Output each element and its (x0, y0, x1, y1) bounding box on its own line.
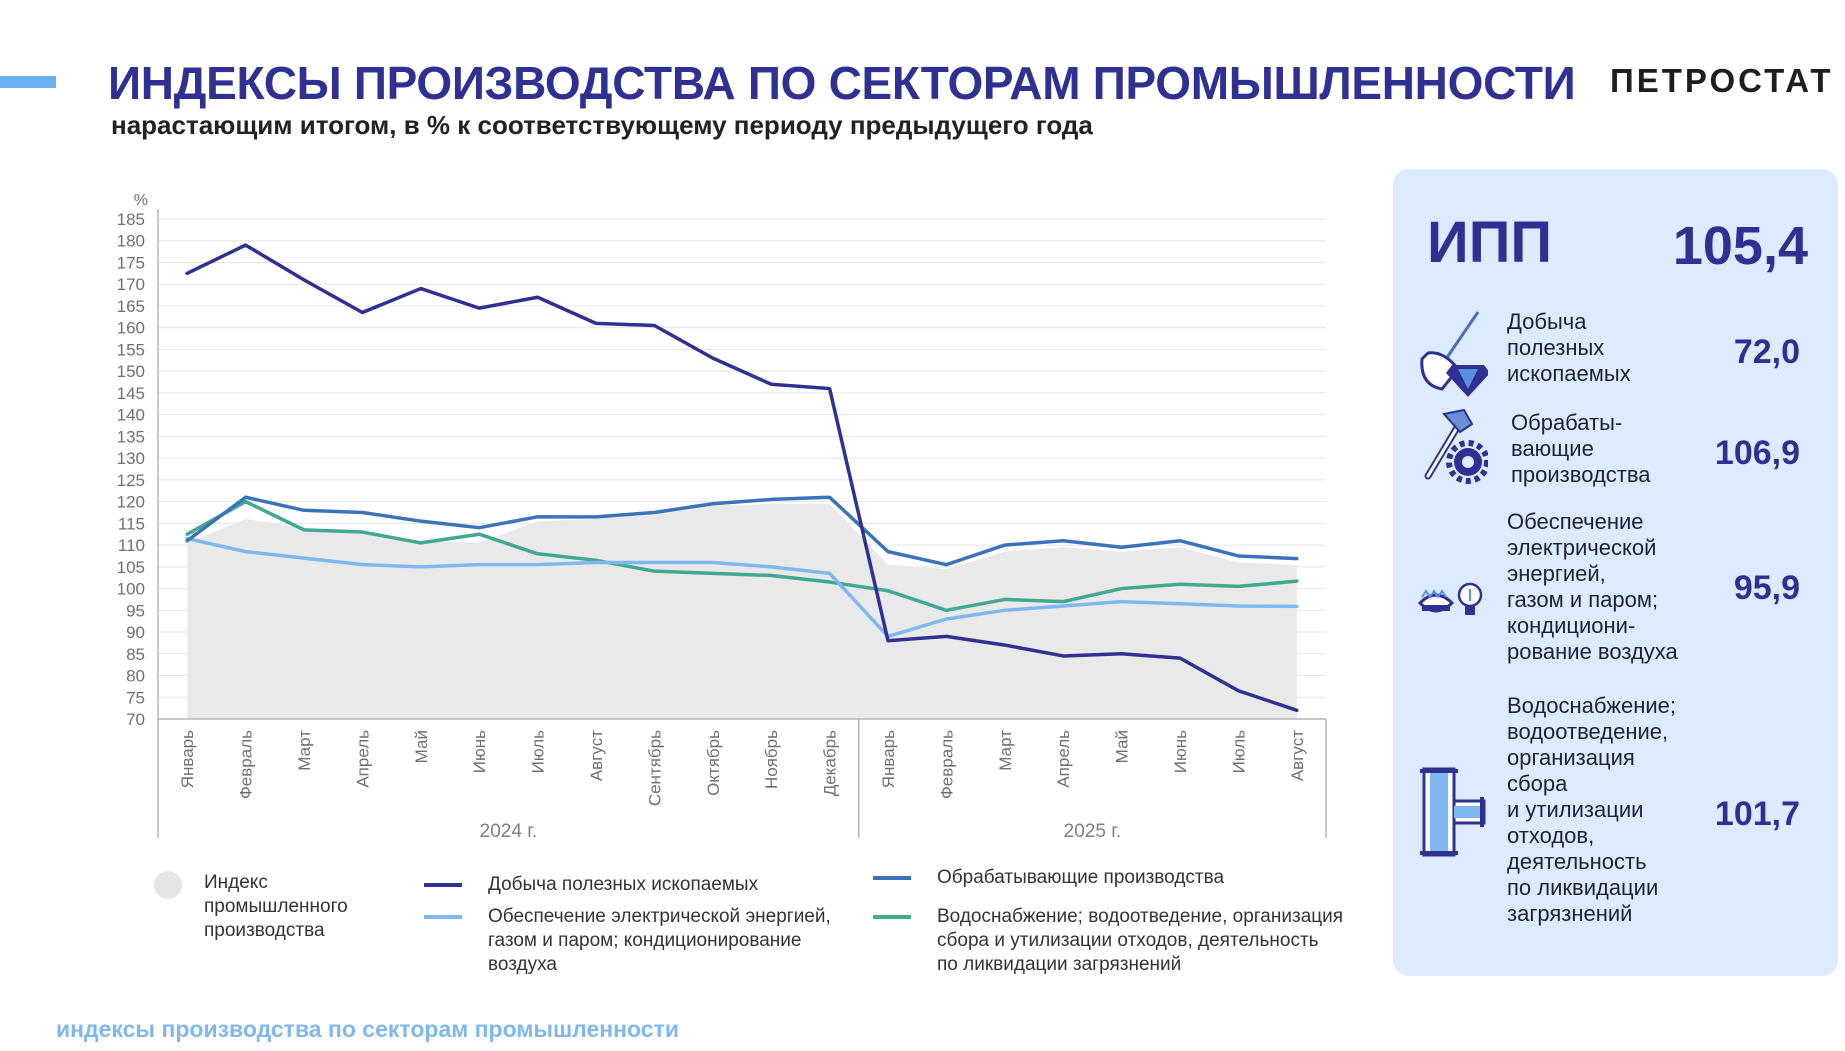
y-tick-label: 175 (117, 253, 145, 272)
series-line-manufacturing (185, 495, 1299, 567)
y-tick-label: 140 (117, 406, 145, 425)
sector-water-value: 101,7 (1714, 795, 1800, 833)
series-line-water (185, 499, 1299, 613)
y-tick-label: 185 (117, 210, 145, 229)
x-tick-label: Июнь (470, 730, 489, 773)
sector-manufacturing-value: 106,9 (1714, 434, 1800, 472)
footer-caption: индексы производства по секторам промышл… (56, 1016, 679, 1042)
x-tick-label: Апрель (1054, 730, 1073, 788)
ipp-value: 105,4 (1672, 216, 1808, 276)
y-tick-label: 165 (117, 297, 145, 316)
legend-energy-swatch (424, 915, 462, 919)
legend-area: Индекс промышленного производства (154, 871, 348, 943)
gas-burner-bulb-icon (1418, 582, 1483, 615)
y-tick-label: 105 (117, 558, 145, 577)
water-pipe-icon (1420, 767, 1486, 857)
y-tick-label: 145 (117, 384, 145, 403)
x-tick-label: Июнь (1171, 730, 1190, 773)
y-tick-label: 75 (126, 688, 145, 707)
accent-bar (0, 76, 56, 88)
y-tick-label: 135 (117, 427, 145, 446)
shovel-diamond-icon (1420, 311, 1488, 397)
legend-area-label: Индекс промышленного производства (204, 872, 348, 941)
x-tick-label: Март (996, 730, 1015, 771)
y-tick-label: 170 (117, 275, 145, 294)
y-tick-label: 130 (117, 449, 145, 468)
legend-area-swatch (154, 871, 182, 899)
legend-mining: Добыча полезных ископаемых (424, 873, 758, 897)
line-chart: 70 75 80 85 90 95 100 105 110 115 120 125 130 135 140 1… (117, 192, 1327, 842)
x-tick-label: Апрель (353, 730, 372, 788)
x-tick-label: Июль (529, 730, 548, 774)
x-tick-label: Май (1113, 730, 1132, 763)
x-tick-label: Февраль (237, 730, 256, 799)
x-tick-label: Декабрь (821, 730, 840, 796)
page-title: ИНДЕКСЫ ПРОИЗВОДСТВА ПО СЕКТОРАМ ПРОМЫШЛ… (108, 57, 1576, 109)
legend-water-label: Водоснабжение; водоотведение, организаци… (937, 906, 1344, 975)
legend-energy: Обеспечение электрической энергией, газо… (424, 905, 831, 977)
y-tick-label: 115 (118, 514, 145, 533)
sector-mining-value: 72,0 (1733, 333, 1800, 371)
y-tick-label: 90 (126, 623, 145, 642)
y-tick-label: 110 (118, 536, 145, 555)
series-line-mining (185, 243, 1299, 713)
sector-manufacturing-label: Обрабаты- вающие производства (1511, 410, 1651, 487)
x-tick-label: Октябрь (704, 730, 723, 796)
legend-water-swatch (873, 915, 911, 919)
y-tick-label: 160 (117, 319, 145, 338)
x-tick-label: Май (412, 730, 431, 763)
chart-area-layer (187, 503, 1297, 719)
legend-manufacturing-swatch (873, 876, 911, 880)
x-tick-label: Ноябрь (762, 730, 781, 789)
chart-labels: 70 75 80 85 90 95 100 105 110 115 120 125 130 135 140 1… (117, 192, 1307, 842)
y-tick-label: 120 (117, 493, 145, 512)
y-tick-label: 95 (126, 601, 145, 620)
x-tick-label: Февраль (937, 730, 956, 799)
sector-energy-value: 95,9 (1733, 569, 1800, 607)
legend-energy-label: Обеспечение электрической энергией, газо… (488, 906, 831, 975)
sector-water-label: Водоснабжение; водоотведение, организаци… (1507, 693, 1676, 926)
legend-mining-label: Добыча полезных ископаемых (488, 874, 759, 895)
sector-energy-label: Обеспечение электрической энергией, газо… (1507, 509, 1678, 664)
year-group-label: 2025 г. (1064, 821, 1121, 842)
series-line-energy (185, 536, 1299, 639)
summary-panel: ИПП 105,4 Добыча полезных ископаемых 72,… (1393, 169, 1838, 976)
legend-mining-swatch (424, 883, 462, 887)
legend-manufacturing: Обрабатывающие производства (873, 866, 1224, 890)
y-tick-label: 125 (117, 471, 145, 490)
y-tick-label: 180 (117, 232, 145, 251)
x-tick-label: Январь (178, 730, 197, 788)
y-tick-label: 80 (126, 667, 145, 686)
legend-water: Водоснабжение; водоотведение, организаци… (873, 905, 1343, 977)
y-tick-label: 85 (126, 645, 145, 664)
y-axis-unit: % (134, 192, 148, 209)
x-tick-label: Июль (1229, 730, 1248, 774)
y-tick-label: 155 (117, 340, 145, 359)
hammer-gear-icon (1424, 408, 1488, 484)
y-tick-label: 70 (126, 710, 145, 729)
sector-mining-label: Добыча полезных ископаемых (1507, 309, 1631, 386)
chart-axes (157, 209, 1327, 838)
area-industrial-index (187, 503, 1297, 719)
y-tick-label: 100 (117, 580, 145, 599)
legend-manufacturing-label: Обрабатывающие производства (937, 867, 1225, 888)
x-tick-label: Сентябрь (645, 730, 664, 806)
x-tick-label: Август (587, 730, 606, 781)
chart-series-layer (185, 243, 1299, 713)
x-tick-label: Январь (879, 730, 898, 788)
year-group-label: 2024 г. (480, 821, 537, 842)
y-tick-label: 150 (117, 362, 145, 381)
page-subtitle: нарастающим итогом, в % к соответствующе… (111, 110, 1093, 140)
x-tick-label: Август (1288, 730, 1307, 781)
petrostat-logo: ПЕТРОСТАТ (1610, 62, 1834, 99)
ipp-label: ИПП (1427, 210, 1553, 275)
x-tick-label: Март (295, 730, 314, 771)
